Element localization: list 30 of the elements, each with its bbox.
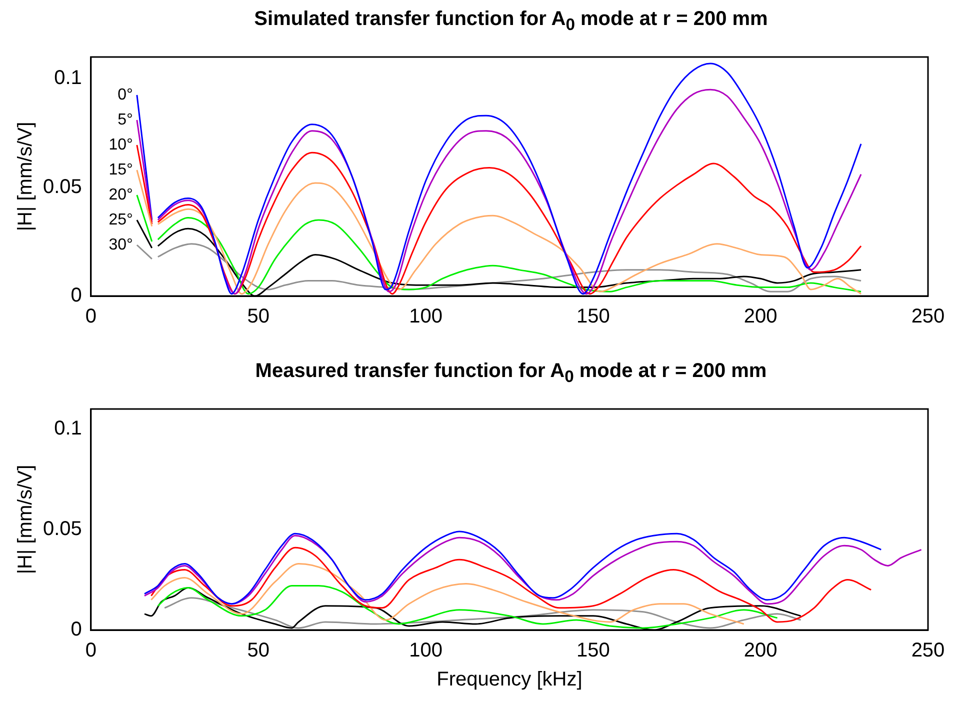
text: 0° [118,86,133,104]
series-label: 25° [108,211,133,228]
y-tick-label: 0.1 [54,67,82,90]
x-tick-label: 200 [744,306,778,328]
x-tick-label: 0 [85,640,96,662]
y-tick-label: 0 [70,284,82,307]
text: 10° [108,136,133,154]
y-axis-title: |H| [mm/s/V] [14,464,37,574]
x-tick-label: 250 [911,306,945,328]
text: 15° [108,161,133,178]
legend-label: 30° [108,236,133,254]
y-tick-label: 0.05 [42,518,82,540]
chart-title: Measured transfer function for A$_{0}$ mode at r = 200 mm [254,360,768,388]
x-tick-label: 50 [247,640,270,662]
x-tick-label: 0 [85,306,96,328]
x-tick-label: 150 [576,640,610,662]
y-axis-title: |H| [mm/s/V] [14,122,37,232]
x-tick-label: 200 [744,640,778,662]
text: 5° [118,111,133,128]
x-tick-label: 50 [247,306,270,328]
chart-title: Simulated transfer function for A$_{0}$ mode at r = 200 mm [253,8,769,36]
y-tick-label: 0.1 [54,418,82,440]
text: 20° [108,186,133,204]
x-tick-label: 250 [911,640,945,662]
y-tick-label: 0 [70,618,82,641]
x-tick-label: 100 [409,640,442,662]
x-axis-title: Frequency [kHz] [436,668,582,691]
x-tick-label: 100 [409,306,442,328]
x-tick-label: 150 [576,306,610,328]
y-tick-label: 0.05 [42,176,82,198]
